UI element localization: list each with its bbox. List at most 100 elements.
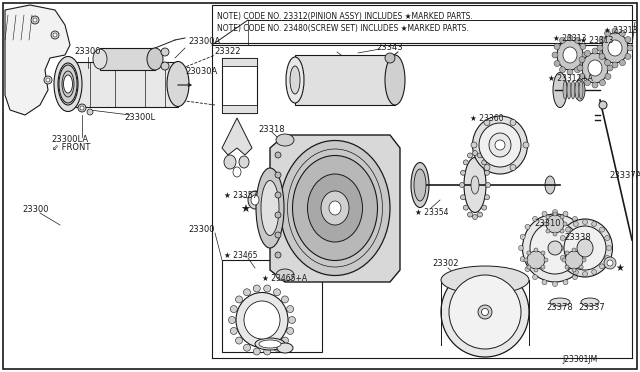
Ellipse shape	[608, 40, 622, 56]
Circle shape	[599, 101, 607, 109]
Circle shape	[468, 212, 472, 217]
Polygon shape	[222, 118, 252, 155]
Ellipse shape	[307, 174, 362, 242]
Circle shape	[527, 251, 531, 255]
Text: ★ 23354: ★ 23354	[415, 208, 449, 217]
Circle shape	[273, 289, 280, 296]
Circle shape	[575, 67, 580, 73]
Circle shape	[592, 270, 596, 275]
Circle shape	[620, 60, 625, 66]
Circle shape	[546, 229, 550, 233]
Bar	[68, 62, 178, 107]
Text: ★ 23313: ★ 23313	[580, 35, 614, 45]
Ellipse shape	[385, 55, 405, 105]
Text: 23300: 23300	[22, 205, 49, 215]
Circle shape	[230, 327, 237, 334]
Circle shape	[33, 18, 37, 22]
Circle shape	[582, 219, 588, 224]
Circle shape	[560, 229, 564, 233]
Ellipse shape	[546, 215, 564, 233]
Circle shape	[599, 36, 605, 42]
Ellipse shape	[261, 180, 279, 235]
Text: ★ 23360: ★ 23360	[470, 113, 504, 122]
Text: 23338: 23338	[564, 234, 591, 243]
Polygon shape	[270, 135, 400, 282]
Circle shape	[544, 258, 548, 262]
Ellipse shape	[62, 71, 74, 97]
Circle shape	[542, 280, 547, 285]
Bar	[222, 58, 257, 66]
Circle shape	[463, 205, 468, 210]
Circle shape	[31, 16, 39, 24]
Circle shape	[561, 235, 565, 241]
Bar	[222, 105, 257, 113]
Circle shape	[253, 285, 260, 292]
Circle shape	[275, 152, 281, 158]
Circle shape	[461, 195, 465, 200]
Ellipse shape	[280, 141, 390, 276]
Text: ★ 23465: ★ 23465	[224, 250, 257, 260]
Circle shape	[600, 264, 604, 269]
Ellipse shape	[550, 298, 570, 306]
Ellipse shape	[58, 63, 78, 105]
Circle shape	[561, 256, 565, 260]
Ellipse shape	[233, 167, 241, 177]
Circle shape	[264, 348, 271, 355]
Circle shape	[580, 44, 586, 49]
Circle shape	[51, 31, 59, 39]
Circle shape	[592, 48, 598, 54]
Text: ★: ★	[616, 263, 625, 273]
Text: 23300L: 23300L	[124, 113, 156, 122]
Circle shape	[592, 82, 598, 88]
Circle shape	[46, 78, 50, 82]
Ellipse shape	[63, 75, 72, 93]
Ellipse shape	[479, 123, 521, 167]
Ellipse shape	[489, 133, 511, 157]
Ellipse shape	[259, 340, 281, 348]
Ellipse shape	[414, 169, 426, 201]
Circle shape	[600, 227, 604, 232]
Ellipse shape	[553, 73, 567, 108]
Text: ★: ★	[240, 205, 250, 215]
Circle shape	[567, 35, 573, 41]
Circle shape	[461, 170, 465, 175]
Circle shape	[552, 282, 557, 286]
Circle shape	[554, 61, 560, 67]
Ellipse shape	[564, 226, 606, 270]
Ellipse shape	[563, 81, 567, 99]
Circle shape	[553, 212, 557, 216]
Circle shape	[607, 246, 611, 250]
Ellipse shape	[563, 47, 577, 63]
Bar	[212, 5, 632, 43]
Text: 23300: 23300	[189, 225, 215, 234]
Circle shape	[523, 142, 529, 148]
Ellipse shape	[255, 338, 285, 350]
Ellipse shape	[256, 168, 284, 248]
Ellipse shape	[411, 163, 429, 208]
Text: ★ 23313: ★ 23313	[604, 26, 637, 35]
Circle shape	[87, 109, 93, 115]
Ellipse shape	[321, 191, 349, 225]
Ellipse shape	[548, 241, 562, 255]
Text: ⇙ FRONT: ⇙ FRONT	[52, 144, 90, 153]
Text: 23318: 23318	[258, 125, 285, 135]
Ellipse shape	[604, 257, 616, 269]
Circle shape	[600, 50, 605, 56]
Circle shape	[282, 337, 289, 344]
Text: ★ 23465+A: ★ 23465+A	[262, 273, 307, 282]
Circle shape	[625, 36, 631, 42]
Circle shape	[566, 227, 570, 232]
Circle shape	[573, 221, 579, 227]
Circle shape	[236, 337, 243, 344]
Circle shape	[605, 57, 611, 62]
Ellipse shape	[602, 33, 628, 63]
Ellipse shape	[471, 176, 479, 194]
Circle shape	[287, 305, 294, 312]
Circle shape	[44, 76, 52, 84]
Circle shape	[559, 67, 566, 73]
Ellipse shape	[464, 157, 486, 212]
Circle shape	[586, 246, 591, 250]
Circle shape	[567, 69, 573, 75]
Text: 23302: 23302	[432, 260, 458, 269]
Circle shape	[460, 183, 465, 187]
